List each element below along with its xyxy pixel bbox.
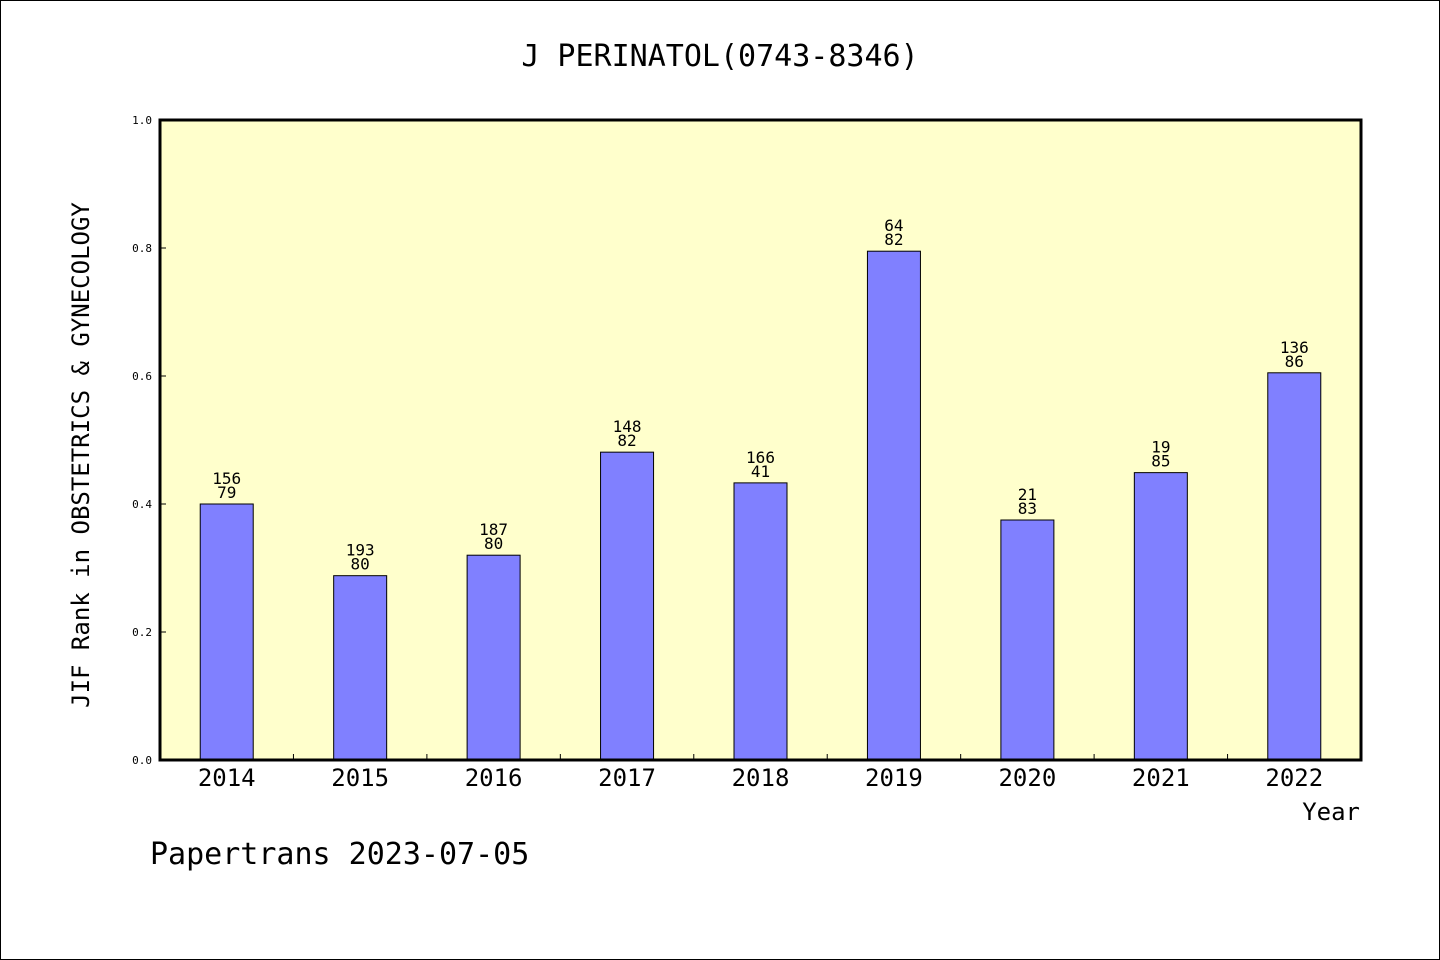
bar-label-bottom: 41: [751, 462, 770, 481]
bar-label-top: 193: [346, 541, 375, 560]
x-tick-label: 2019: [865, 764, 923, 792]
bar-2020: [1000, 519, 1055, 761]
y-tick-label: 0.6: [132, 370, 152, 383]
bar-2021: [1133, 472, 1188, 761]
y-tick-label: 0.2: [132, 626, 152, 639]
x-axis-label: Year: [1302, 798, 1360, 826]
bar-label-top: 64: [884, 216, 903, 235]
footer-credit: Papertrans 2023-07-05: [150, 837, 529, 872]
bar-label-bottom: 79: [217, 483, 236, 502]
bar-label-top: 166: [746, 448, 775, 467]
x-tick-label: 2021: [1132, 764, 1190, 792]
bar-2018: [733, 482, 788, 761]
bar-2016: [466, 554, 521, 761]
x-tick-label: 2020: [998, 764, 1056, 792]
bar-2019: [866, 250, 921, 761]
y-axis-label: JIF Rank in OBSTETRICS & GYNECOLOGY: [67, 202, 95, 708]
bar-2014: [199, 503, 254, 761]
y-tick-label: 0.4: [132, 498, 152, 511]
bar-label-top: 19: [1151, 438, 1170, 457]
bar-2017: [600, 451, 655, 761]
bar-label-top: 156: [212, 469, 241, 488]
bar-2022: [1267, 372, 1322, 761]
x-tick-label: 2016: [465, 764, 523, 792]
bar-label-bottom: 83: [1018, 499, 1037, 518]
y-tick-label: 0.8: [132, 242, 152, 255]
bar-label-bottom: 86: [1285, 352, 1304, 371]
x-tick-label: 2014: [198, 764, 256, 792]
y-axis: 0.0 0.2 0.4 0.6 0.8 1.0: [132, 114, 166, 767]
bar-label-top: 148: [613, 417, 642, 436]
x-tick-label: 2018: [732, 764, 790, 792]
bar-label-top: 21: [1018, 485, 1037, 504]
x-tick-label: 2022: [1265, 764, 1323, 792]
y-tick-label: 1.0: [132, 114, 152, 127]
bar-label-top: 187: [479, 520, 508, 539]
x-tick-label: 2017: [598, 764, 656, 792]
y-tick-label: 0.0: [132, 754, 152, 767]
plot-border: [158, 118, 1363, 762]
x-axis: 2014 2015 2016 2017 2018 2019 2020 2021 2022: [198, 754, 1323, 792]
bar-label-bottom: 82: [884, 230, 903, 249]
bar-2015: [333, 575, 388, 761]
chart-title: J PERINATOL(0743-8346): [521, 39, 918, 74]
bar-label-bottom: 85: [1151, 452, 1170, 471]
bar-label-bottom: 82: [617, 431, 636, 450]
bar-label-bottom: 80: [484, 534, 503, 553]
x-tick-label: 2015: [331, 764, 389, 792]
bar-label-bottom: 80: [351, 555, 370, 574]
bar-label-top: 136: [1280, 338, 1309, 357]
bars: 1567919380187801488216641648221831985136…: [199, 216, 1322, 761]
